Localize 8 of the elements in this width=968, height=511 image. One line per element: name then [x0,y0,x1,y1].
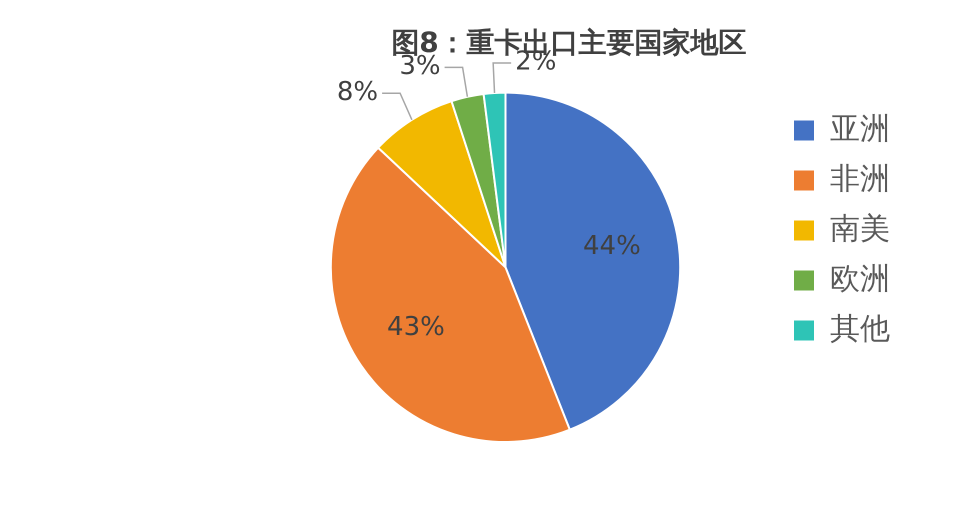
legend-label: 亚洲 [830,111,890,146]
legend-label: 南美 [830,211,890,246]
legend-label: 非洲 [830,161,890,196]
data-label: 8% [336,76,378,107]
data-label: 44% [582,230,641,261]
legend-label: 欧洲 [830,261,890,296]
legend-label: 其他 [830,311,890,346]
data-label: 43% [387,312,445,342]
